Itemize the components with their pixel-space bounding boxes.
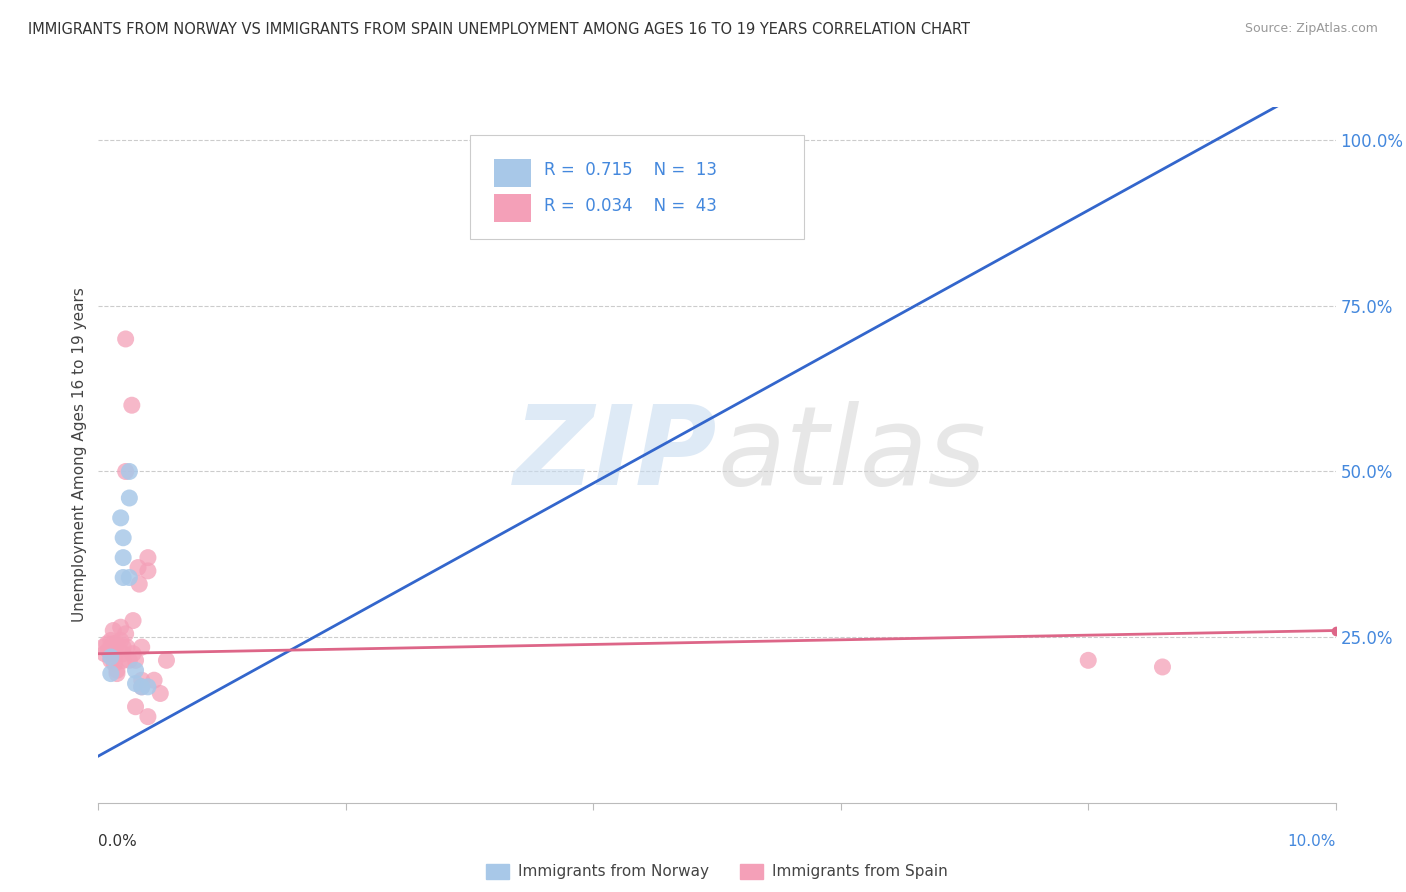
Point	[103, 643, 125, 657]
Point	[115, 640, 138, 654]
Point	[103, 657, 125, 671]
Y-axis label: Unemployment Among Ages 16 to 19 years: Unemployment Among Ages 16 to 19 years	[72, 287, 87, 623]
FancyBboxPatch shape	[495, 194, 531, 222]
Point	[118, 653, 141, 667]
Point	[110, 511, 132, 525]
Point	[93, 640, 115, 654]
Point	[110, 620, 132, 634]
Point	[136, 680, 159, 694]
Text: 10.0%: 10.0%	[1288, 834, 1336, 849]
Point	[121, 398, 143, 412]
Point	[105, 663, 128, 677]
Point	[124, 699, 146, 714]
Point	[103, 624, 125, 638]
Point	[127, 560, 149, 574]
Text: Source: ZipAtlas.com: Source: ZipAtlas.com	[1244, 22, 1378, 36]
Point	[100, 650, 122, 665]
Point	[103, 650, 125, 665]
Point	[136, 550, 159, 565]
Point	[112, 531, 135, 545]
Point	[100, 633, 122, 648]
Point	[100, 666, 122, 681]
Point	[1152, 660, 1174, 674]
Point	[93, 647, 115, 661]
Text: atlas: atlas	[717, 401, 986, 508]
Point	[131, 680, 153, 694]
Point	[100, 653, 122, 667]
Point	[124, 676, 146, 690]
Point	[131, 673, 153, 688]
FancyBboxPatch shape	[470, 135, 804, 239]
Point	[96, 637, 118, 651]
Point	[131, 640, 153, 654]
Point	[122, 647, 145, 661]
Point	[112, 647, 135, 661]
Point	[124, 653, 146, 667]
Point	[136, 709, 159, 723]
Point	[118, 570, 141, 584]
Point	[131, 680, 153, 694]
Point	[136, 564, 159, 578]
Point	[114, 332, 136, 346]
Point	[105, 666, 128, 681]
Point	[128, 577, 150, 591]
Point	[149, 686, 172, 700]
Point	[122, 614, 145, 628]
Point	[112, 570, 135, 584]
Point	[100, 647, 122, 661]
Point	[112, 550, 135, 565]
Text: R =  0.715    N =  13: R = 0.715 N = 13	[544, 161, 717, 178]
Point	[103, 637, 125, 651]
Point	[124, 663, 146, 677]
Text: 0.0%: 0.0%	[98, 834, 138, 849]
Point	[97, 643, 120, 657]
Text: ZIP: ZIP	[513, 401, 717, 508]
Point	[114, 627, 136, 641]
Point	[118, 465, 141, 479]
Point	[143, 673, 166, 688]
Point	[112, 653, 135, 667]
Point	[155, 653, 177, 667]
FancyBboxPatch shape	[495, 159, 531, 187]
Point	[114, 465, 136, 479]
Point	[110, 633, 132, 648]
Legend: Immigrants from Norway, Immigrants from Spain: Immigrants from Norway, Immigrants from …	[481, 857, 953, 886]
Point	[105, 637, 128, 651]
Text: R =  0.034    N =  43: R = 0.034 N = 43	[544, 197, 717, 215]
Point	[118, 491, 141, 505]
Point	[1077, 653, 1099, 667]
Text: IMMIGRANTS FROM NORWAY VS IMMIGRANTS FROM SPAIN UNEMPLOYMENT AMONG AGES 16 TO 19: IMMIGRANTS FROM NORWAY VS IMMIGRANTS FRO…	[28, 22, 970, 37]
Point	[112, 640, 135, 654]
